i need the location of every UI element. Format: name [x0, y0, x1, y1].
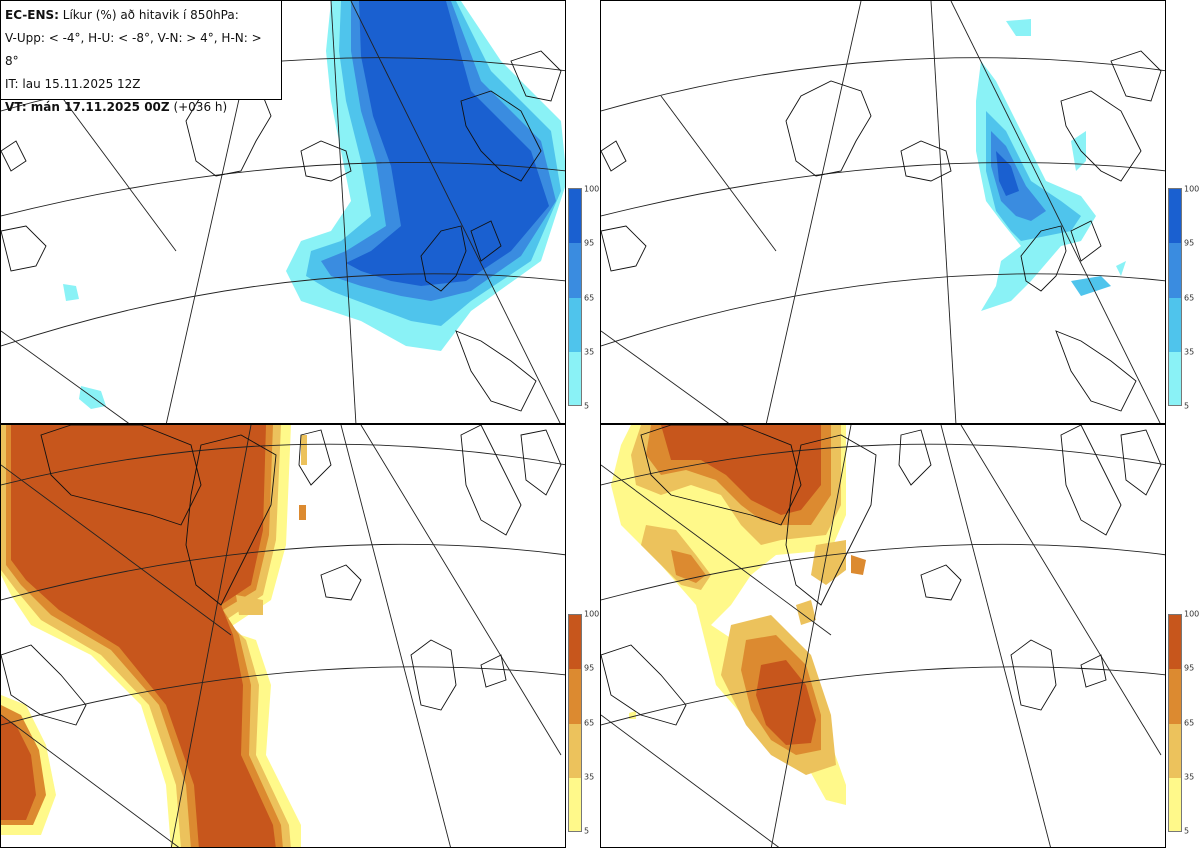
coastlines [601, 425, 1162, 726]
map-title: Líkur (%) að hitavik í 850hPa: [62, 8, 239, 22]
colorbar-tick-100: 100 [1184, 609, 1200, 619]
colorbar-tick-65: 65 [584, 293, 595, 303]
graticule [601, 1, 1165, 423]
colorbar-tick-95: 95 [584, 663, 595, 673]
panel-warm-4: 100 95 65 35 5 [0, 424, 600, 848]
colorbar-tick-5: 5 [1184, 401, 1190, 411]
map-warm-8 [600, 424, 1166, 848]
colorbar-tick-35: 35 [1184, 347, 1195, 357]
colorbar-tick-100: 100 [584, 609, 600, 619]
coastlines [1, 425, 562, 726]
map-warm-8-svg [601, 425, 1165, 847]
init-time: IT: lau 15.11.2025 12Z [5, 77, 141, 91]
map-warm-4 [0, 424, 566, 848]
graticule [1, 425, 565, 847]
colorbar-tick-5: 5 [1184, 826, 1190, 836]
colorbar-tick-95: 95 [584, 238, 595, 248]
probability-field [611, 425, 866, 805]
colorbar-warm-4 [568, 614, 582, 832]
colorbar-tick-100: 100 [1184, 184, 1200, 194]
graticule [601, 425, 1165, 847]
panel-warm-8: 100 95 65 35 5 [600, 424, 1200, 848]
colorbar-cold-8 [1168, 188, 1182, 406]
colorbar-warm-8 [1168, 614, 1182, 832]
probability-field [976, 19, 1126, 311]
map-cold-4 [0, 0, 566, 424]
panel-cold-8: 100 95 65 35 5 [600, 0, 1200, 424]
valid-time: VT: mán 17.11.2025 00Z [5, 100, 170, 114]
probability-field [1, 425, 307, 847]
map-cold-8-svg [601, 1, 1165, 423]
colorbar-cold-4 [568, 188, 582, 406]
colorbar-tick-35: 35 [1184, 772, 1195, 782]
colorbar-tick-95: 95 [1184, 663, 1195, 673]
model-label: EC-ENS: [5, 8, 59, 22]
panel-cold-4: 100 95 65 35 5 [0, 0, 600, 424]
colorbar-tick-65: 65 [584, 718, 595, 728]
colorbar-tick-65: 65 [1184, 293, 1195, 303]
colorbar-tick-65: 65 [1184, 718, 1195, 728]
colorbar-tick-95: 95 [1184, 238, 1195, 248]
coastlines [601, 50, 1162, 412]
map-warm-4-svg [1, 425, 565, 847]
colorbar-tick-5: 5 [584, 401, 590, 411]
lead-time: (+036 h) [173, 100, 228, 114]
map-info-box: EC-ENS: Líkur (%) að hitavik í 850hPa: V… [0, 0, 282, 114]
colorbar-tick-5: 5 [584, 826, 590, 836]
colorbar-tick-35: 35 [584, 772, 595, 782]
colorbar-tick-35: 35 [584, 347, 595, 357]
map-cold-8 [600, 0, 1166, 424]
probability-field [63, 1, 565, 409]
threshold-legend: V-Upp: < -4°, H-U: < -8°, V-N: > 4°, H-N… [5, 31, 262, 68]
map-cold-4-svg [1, 1, 565, 423]
colorbar-tick-100: 100 [584, 184, 600, 194]
